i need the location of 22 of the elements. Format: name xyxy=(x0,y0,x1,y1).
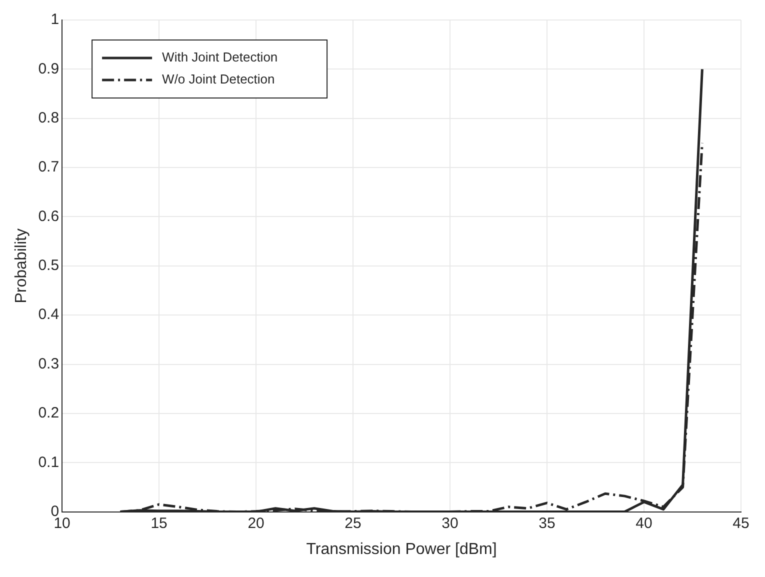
x-tick-label: 25 xyxy=(344,514,362,532)
x-tick-label: 35 xyxy=(538,514,556,532)
y-tick-label: 0.6 xyxy=(38,208,60,225)
y-tick-label: 0.3 xyxy=(38,355,60,372)
x-axis-title: Transmission Power [dBm] xyxy=(306,540,497,558)
x-tick-label: 40 xyxy=(636,514,652,532)
y-tick-label: 0.7 xyxy=(38,158,60,176)
x-tick-label: 10 xyxy=(54,514,70,532)
legend-label: W/o Joint Detection xyxy=(162,72,275,87)
y-tick-label: 1 xyxy=(50,11,60,28)
x-tick-label: 15 xyxy=(150,514,168,532)
legend-label: With Joint Detection xyxy=(162,50,278,65)
y-axis-title: Probability xyxy=(13,228,30,304)
y-tick-label: 0.4 xyxy=(38,306,60,324)
y-tick-label: 0.1 xyxy=(38,454,60,471)
y-tick-label: 0.8 xyxy=(38,110,60,126)
y-tick-label: 0.9 xyxy=(38,60,60,78)
y-tick-label: 0.2 xyxy=(38,404,60,422)
x-tick-label: 30 xyxy=(442,514,458,532)
x-tick-label: 20 xyxy=(248,514,264,532)
x-tick-label: 45 xyxy=(732,514,750,532)
y-tick-label: 0.5 xyxy=(38,257,60,274)
